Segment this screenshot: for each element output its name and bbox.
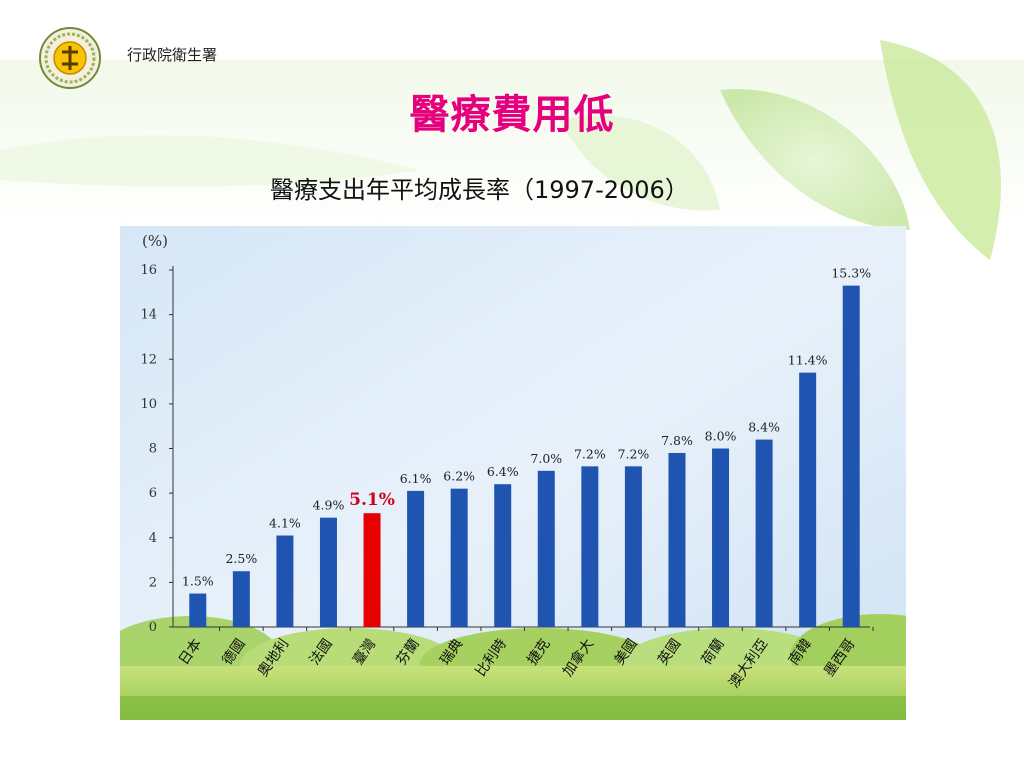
bar: [319, 517, 337, 627]
bar: [799, 372, 817, 627]
bar: [494, 484, 512, 627]
y-tick-label: 6: [149, 486, 157, 501]
data-label: 11.4%: [788, 353, 828, 368]
y-tick-label: 0: [149, 620, 157, 635]
bar: [407, 490, 425, 627]
bar: [363, 513, 381, 627]
data-label: 7.2%: [618, 446, 650, 461]
data-label: 6.1%: [400, 471, 432, 486]
data-label: 5.1%: [349, 490, 395, 510]
bar: [581, 466, 599, 627]
data-label: 8.0%: [705, 429, 737, 444]
y-tick-label: 8: [149, 442, 157, 457]
bar: [624, 466, 642, 627]
data-label: 8.4%: [748, 420, 780, 435]
data-label: 4.9%: [313, 498, 345, 513]
bar: [668, 452, 686, 627]
y-tick-label: 2: [149, 575, 157, 590]
data-label: 7.0%: [530, 451, 562, 466]
org-logo: [39, 27, 101, 89]
bar: [755, 439, 773, 627]
data-label: 2.5%: [225, 551, 257, 566]
data-label: 4.1%: [269, 516, 301, 531]
chart-subtitle: 醫療支出年平均成長率（1997-2006）: [270, 176, 689, 204]
data-label: 6.2%: [443, 469, 475, 484]
y-tick-label: 10: [140, 397, 157, 412]
y-tick-label: 4: [149, 531, 157, 546]
bar: [232, 571, 250, 627]
org-name: 行政院衛生署: [127, 46, 218, 64]
y-axis-label: (%): [142, 232, 168, 250]
bar-chart: (%)02468101214161.5%日本2.5%德國4.1%奧地利4.9%法…: [120, 226, 906, 720]
data-label: 7.8%: [661, 433, 693, 448]
bar: [712, 448, 730, 627]
data-label: 15.3%: [831, 266, 871, 281]
page-title: 醫療費用低: [409, 92, 615, 138]
y-tick-label: 16: [140, 263, 157, 278]
bar: [276, 535, 294, 627]
data-label: 6.4%: [487, 464, 519, 479]
bar: [537, 470, 555, 627]
y-tick-label: 14: [140, 308, 157, 323]
data-label: 7.2%: [574, 446, 606, 461]
data-label: 1.5%: [182, 574, 214, 589]
y-tick-label: 12: [140, 352, 157, 367]
bar: [450, 488, 468, 627]
grass-decoration: [120, 614, 906, 720]
chart-panel: (%) 0 2 4 6 8 10 12 14 16 1.5% 日本 2.5% 德國 4.1% 奧地利 4.9% 法…: [120, 226, 906, 720]
bar: [189, 593, 207, 627]
bar: [842, 285, 860, 627]
